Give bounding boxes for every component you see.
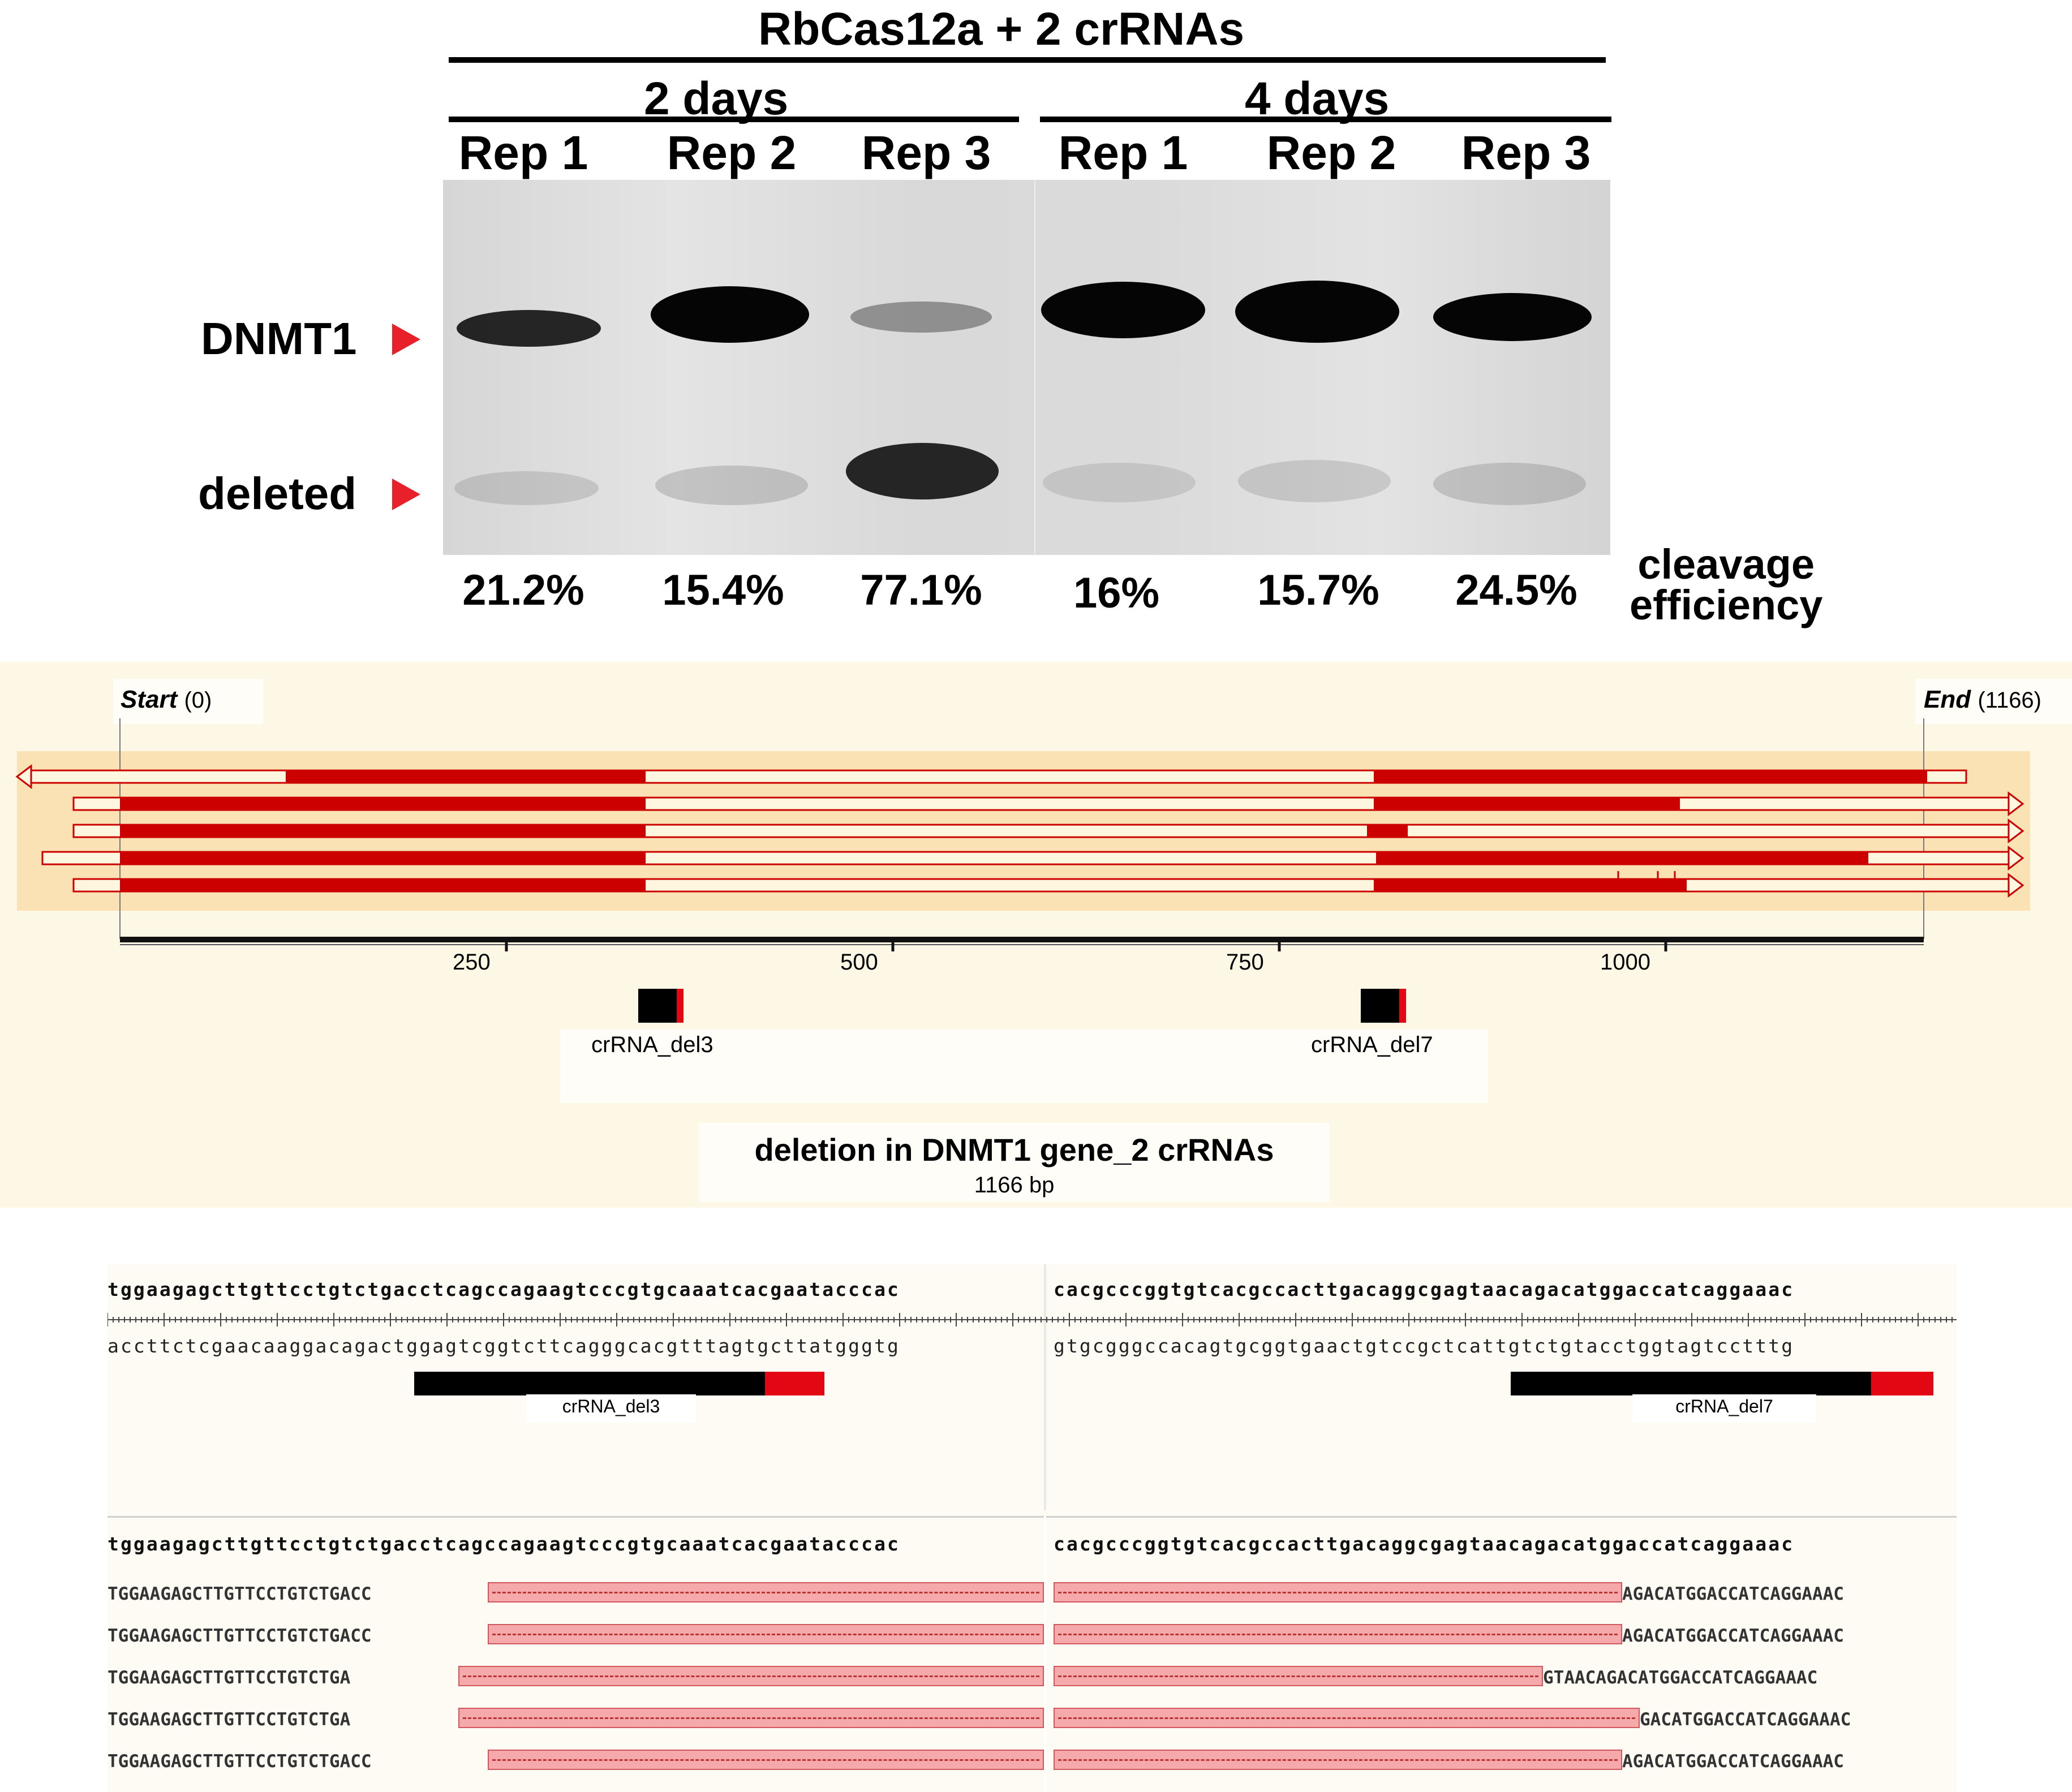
efficiency-value: 16% <box>1073 569 1160 617</box>
guide-label: crRNA_del3 <box>562 1396 660 1416</box>
lane-label: Rep 1 <box>1058 126 1188 179</box>
read-arrow <box>72 871 2024 898</box>
deletion-span <box>458 1708 1044 1728</box>
band-label-dnmt1: DNMT1 <box>201 313 357 364</box>
complement-sequence: gtgcgggccacagtgcggtgaactgtccgctcattgtctg… <box>1054 1335 1795 1357</box>
reference-sequence-alignment: cacgcccggtgtcacgccacttgacaggcgagtaacagac… <box>1054 1533 1795 1555</box>
gel-image <box>443 180 1610 555</box>
map-subtitle: 1166 bp <box>974 1173 1055 1197</box>
deletion-span <box>458 1666 1044 1686</box>
gel-band <box>1433 463 1586 505</box>
reference-sequence-top: cacgcccggtgtcacgccacttgacaggcgagtaacagac… <box>1054 1278 1795 1300</box>
complement-sequence: accttctcgaacaaggacagactggagtcggtcttcaggg… <box>108 1335 901 1357</box>
reference-sequence-top: tggaagagcttgttcctgtctgacctcagccagaagtccc… <box>108 1278 901 1300</box>
end-label: End (1166) <box>1924 686 2041 713</box>
ruler-tick-label: 250 <box>453 950 491 975</box>
lane-label: Rep 3 <box>1461 126 1591 179</box>
reference-sequence-alignment: tggaagagcttgttcctgtctgacctcagccagaagtccc… <box>108 1533 901 1555</box>
sequence-ruler <box>108 1313 1957 1326</box>
lane-label: Rep 1 <box>458 126 588 179</box>
map-title: deletion in DNMT1 gene_2 crRNAs <box>754 1132 1274 1168</box>
guide-crRNA-del7 <box>1511 1372 1933 1395</box>
arrow-deleted-icon <box>392 479 420 510</box>
deletion-span <box>488 1750 1044 1770</box>
read-arrow <box>72 818 2024 844</box>
title-rule <box>449 57 1606 63</box>
group-label-2-days: 2 days <box>644 73 789 124</box>
feature-crRNA-del7 <box>1361 989 1406 1023</box>
position-ruler <box>120 937 1924 951</box>
read-arrow <box>72 791 2024 817</box>
ruler-tick-label: 1000 <box>1600 950 1650 975</box>
efficiency-value: 15.4% <box>662 566 784 614</box>
arrow-dnmt1-icon <box>392 324 420 355</box>
gel-band <box>1041 282 1205 338</box>
deletion-span <box>1054 1708 1640 1728</box>
gel-band <box>651 286 809 343</box>
gel-band <box>846 443 999 499</box>
reads-track <box>15 718 2024 951</box>
efficiency-value: 24.5% <box>1455 566 1577 614</box>
ruler-tick-label: 500 <box>840 950 878 975</box>
feature-label: crRNA_del3 <box>591 1032 713 1057</box>
guide-label: crRNA_del7 <box>1675 1396 1773 1416</box>
feature-crRNA-del3 <box>638 989 683 1023</box>
gel-band <box>454 471 599 505</box>
lane-label: Rep 3 <box>861 126 991 179</box>
deletion-span <box>488 1624 1044 1644</box>
gel-band <box>655 466 808 505</box>
group-rule-2-days <box>449 117 1019 122</box>
guide-crRNA-del3 <box>414 1372 824 1395</box>
group-label-4-days: 4 days <box>1245 73 1390 124</box>
deletion-span <box>1054 1750 1622 1770</box>
gel-band <box>1043 463 1196 502</box>
ruler-tick-label: 750 <box>1226 950 1264 975</box>
efficiency-value: 77.1% <box>860 566 982 614</box>
gel-band <box>1433 293 1592 341</box>
deletion-span <box>1054 1582 1622 1603</box>
lane-label: Rep 2 <box>1266 126 1396 179</box>
gel-band <box>457 310 601 347</box>
deletion-span <box>1054 1666 1543 1686</box>
feature-label: crRNA_del7 <box>1311 1032 1433 1057</box>
deletion-span <box>488 1582 1044 1603</box>
efficiency-label: cleavage efficiency <box>1630 541 1823 628</box>
efficiency-value: 21.2% <box>462 566 584 614</box>
deletion-span <box>1054 1624 1622 1644</box>
gel-band <box>1235 281 1399 343</box>
group-rule-4-days <box>1040 117 1611 122</box>
read-arrow <box>15 764 1967 790</box>
start-label: Start (0) <box>121 686 212 713</box>
gel-band <box>850 301 992 333</box>
lane-label: Rep 2 <box>667 126 797 179</box>
gel-band <box>1238 460 1391 502</box>
efficiency-value: 15.7% <box>1257 566 1379 614</box>
band-label-deleted: deleted <box>198 468 357 519</box>
read-arrow <box>41 845 2024 871</box>
gel-title: RbCas12a + 2 crRNAs <box>758 3 1245 55</box>
